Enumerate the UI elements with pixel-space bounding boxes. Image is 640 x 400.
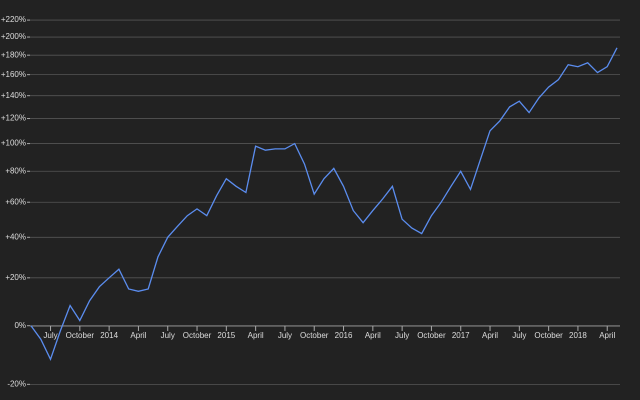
y-tick-label: +60% (5, 197, 26, 206)
y-tick-label: -20% (7, 379, 26, 388)
y-tick-label: +100% (1, 139, 26, 148)
x-tick-label: April (248, 331, 264, 340)
x-tick-label: April (482, 331, 498, 340)
x-tick-label: April (599, 331, 615, 340)
x-tick-label: July (161, 331, 175, 340)
y-tick-label: +220% (1, 15, 26, 24)
x-tick-label: October (417, 331, 446, 340)
y-tick-label: +160% (1, 70, 26, 79)
x-tick-label: 2017 (452, 331, 470, 340)
x-tick-label: July (512, 331, 526, 340)
y-tick-label: +200% (1, 32, 26, 41)
x-tick-label: July (278, 331, 292, 340)
x-tick-label: October (66, 331, 95, 340)
x-tick-label: April (365, 331, 381, 340)
x-tick-label: October (183, 331, 212, 340)
x-tick-label: July (43, 331, 57, 340)
y-tick-label: +40% (5, 232, 26, 241)
x-tick-label: October (300, 331, 329, 340)
x-tick-label: April (130, 331, 146, 340)
y-tick-label: 0% (14, 321, 26, 330)
x-tick-label: 2014 (100, 331, 118, 340)
y-tick-label: +140% (1, 91, 26, 100)
line-series (30, 47, 618, 362)
x-tick-label: 2015 (217, 331, 235, 340)
x-tick-label: 2016 (335, 331, 353, 340)
y-tick-label: +20% (5, 273, 26, 282)
y-tick-label: +120% (1, 114, 26, 123)
y-tick-label: +180% (1, 50, 26, 59)
x-tick-label: October (534, 331, 563, 340)
x-tick-label: 2018 (569, 331, 587, 340)
y-tick-label: +80% (5, 166, 26, 175)
x-tick-label: July (395, 331, 409, 340)
